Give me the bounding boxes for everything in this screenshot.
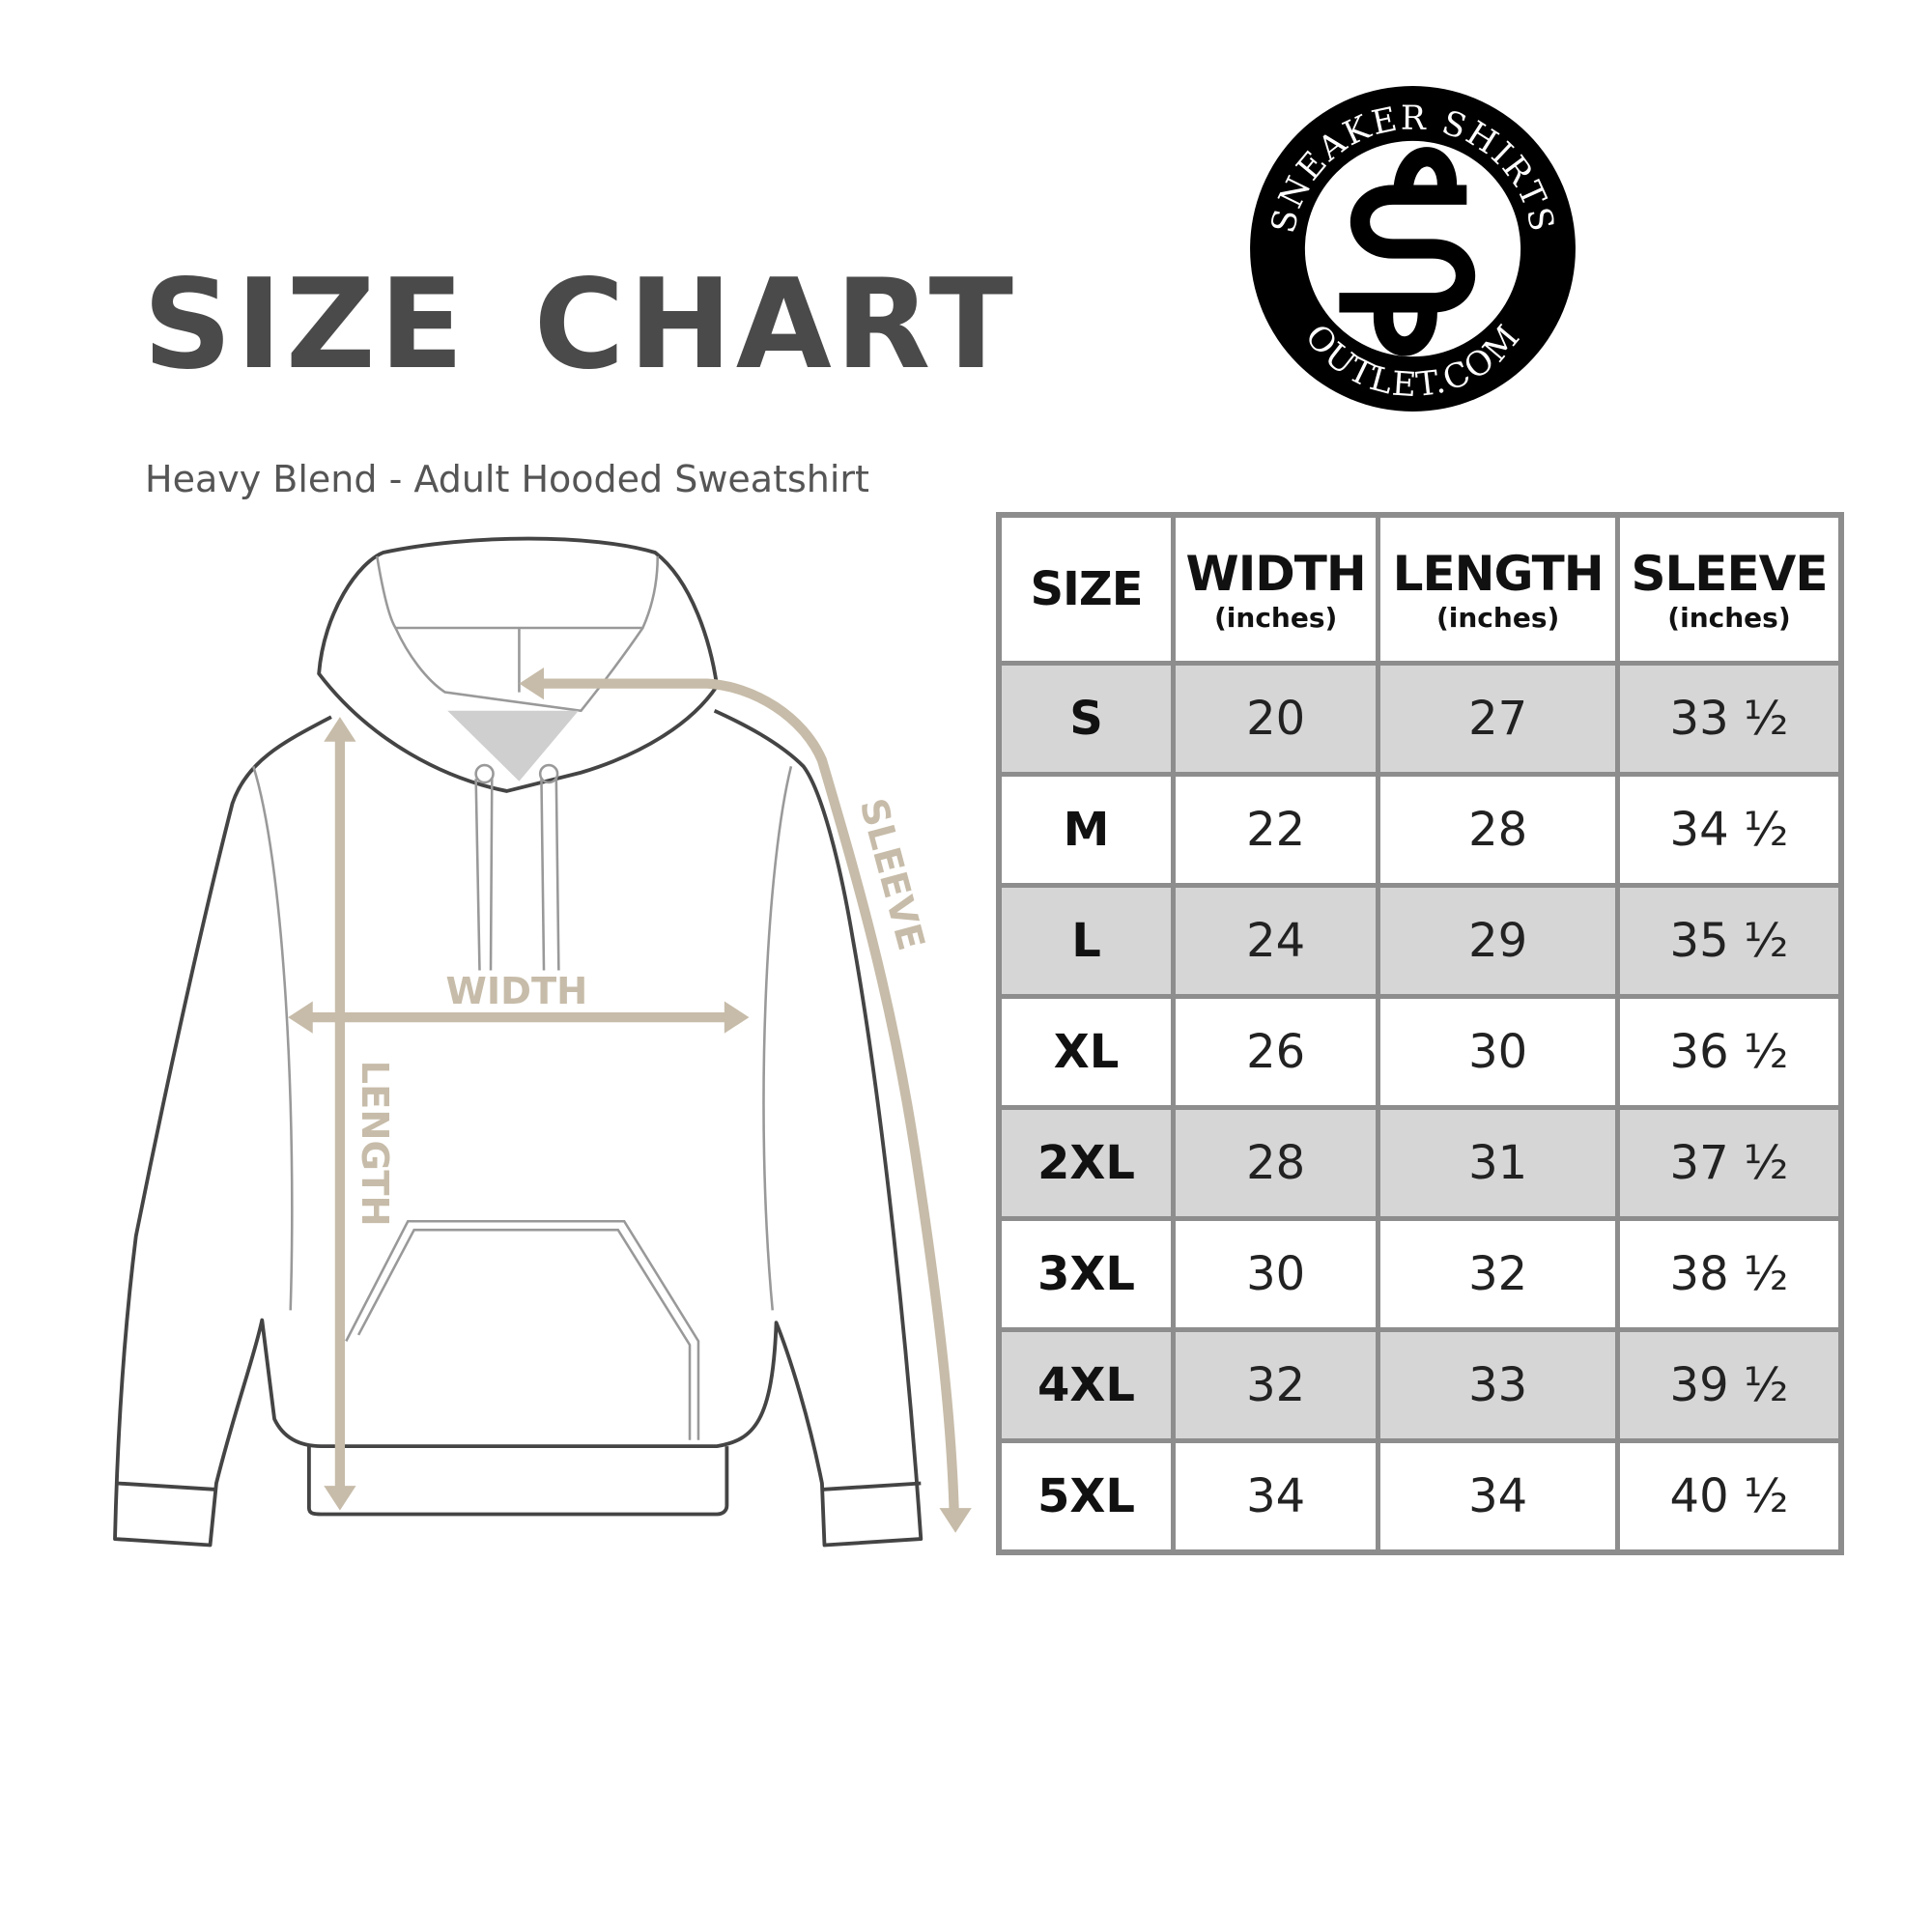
- sleeve-cell: 38 ½: [1614, 1216, 1844, 1332]
- size-cell: 2XL: [996, 1107, 1176, 1221]
- length-cell: 28: [1376, 772, 1620, 888]
- width-cell: 34: [1170, 1438, 1381, 1555]
- width-cell: 26: [1170, 994, 1381, 1110]
- width-cell: 28: [1170, 1107, 1381, 1221]
- length-cell: 34: [1376, 1438, 1620, 1555]
- sleeve-arrow: [533, 678, 959, 1519]
- header-size: SIZE: [996, 512, 1176, 666]
- table-row: 3XL 30 32 38 ½: [996, 1216, 1844, 1332]
- width-cell: 30: [1170, 1216, 1381, 1332]
- measure-arrows: [299, 678, 959, 1519]
- page-title: SIZE CHART: [143, 253, 1017, 397]
- sleeve-cell: 36 ½: [1614, 994, 1844, 1110]
- size-cell: 3XL: [996, 1216, 1176, 1332]
- header-sleeve: SLEEVE (inches): [1614, 512, 1844, 666]
- size-cell: 5XL: [996, 1438, 1176, 1555]
- size-cell: M: [996, 772, 1176, 888]
- header-row: SIZE WIDTH (inches) LENGTH (inches) SLEEVE…: [996, 512, 1844, 666]
- sleeve-cell: 40 ½: [1614, 1438, 1844, 1555]
- hoodie-outline: [113, 536, 923, 1548]
- length-cell: 30: [1376, 994, 1620, 1110]
- size-cell: XL: [996, 994, 1176, 1110]
- length-cell: 29: [1376, 885, 1620, 999]
- width-cell: 22: [1170, 772, 1381, 888]
- header-width: WIDTH (inches): [1170, 512, 1381, 666]
- length-cell: 33: [1376, 1329, 1620, 1443]
- size-cell: L: [996, 885, 1176, 999]
- width-label: WIDTH: [445, 970, 587, 1013]
- table-row: 2XL 28 31 37 ½: [996, 1107, 1844, 1221]
- sleeve-cell: 33 ½: [1614, 663, 1844, 777]
- sleeve-cell: 39 ½: [1614, 1329, 1844, 1443]
- hoodie-details: [252, 555, 793, 1440]
- width-cell: 24: [1170, 885, 1381, 999]
- size-cell: S: [996, 663, 1176, 777]
- monogram-icon: [1339, 147, 1475, 356]
- sleeve-cell: 35 ½: [1614, 885, 1844, 999]
- table-row: L 24 29 35 ½: [996, 885, 1844, 999]
- size-cell: 4XL: [996, 1329, 1176, 1443]
- product-subtitle: Heavy Blend - Adult Hooded Sweatshirt: [145, 458, 869, 500]
- length-cell: 27: [1376, 663, 1620, 777]
- size-table: SIZE WIDTH (inches) LENGTH (inches) SLEEVE…: [996, 512, 1844, 1555]
- table-row: 4XL 32 33 39 ½: [996, 1329, 1844, 1443]
- header-length: LENGTH (inches): [1376, 512, 1620, 666]
- width-cell: 20: [1170, 663, 1381, 777]
- sleeve-cell: 37 ½: [1614, 1107, 1844, 1221]
- sleeve-label: SLEEVE: [851, 794, 933, 955]
- sleeve-cell: 34 ½: [1614, 772, 1844, 888]
- length-label: LENGTH: [353, 1061, 396, 1227]
- length-cell: 32: [1376, 1216, 1620, 1332]
- hood-inner: [447, 710, 579, 781]
- table-row: XL 26 30 36 ½: [996, 994, 1844, 1110]
- table-row: M 22 28 34 ½: [996, 772, 1844, 888]
- table-row: S 20 27 33 ½: [996, 663, 1844, 777]
- width-cell: 32: [1170, 1329, 1381, 1443]
- table-row: 5XL 34 34 40 ½: [996, 1438, 1844, 1555]
- length-cell: 31: [1376, 1107, 1620, 1221]
- sneaker-shirts-outlet-logo: SNEAKER SHIRTS OUTLET.COM: [1250, 86, 1576, 412]
